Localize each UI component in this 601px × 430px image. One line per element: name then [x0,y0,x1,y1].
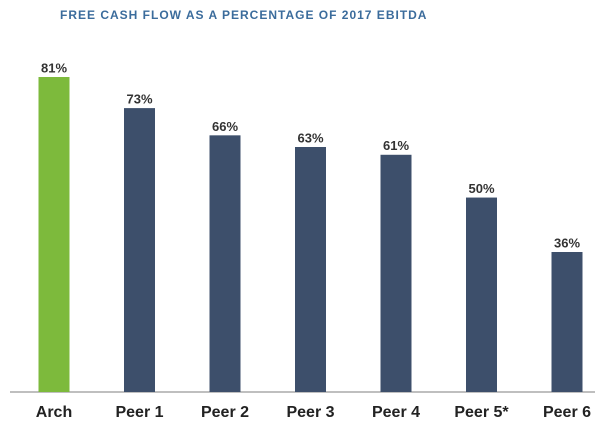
bar [551,252,583,392]
value-label: 73% [126,92,152,107]
x-tick-label: Arch [36,404,72,421]
bar [38,77,70,392]
x-tick-label: Peer 5* [454,404,509,421]
x-tick-label: Peer 1 [115,404,163,421]
bar [295,147,326,392]
value-label: 50% [468,181,494,196]
chart-title: FREE CASH FLOW AS A PERCENTAGE OF 2017 E… [60,8,427,22]
bar [124,108,155,392]
value-label: 36% [554,235,580,250]
x-tick-label: Peer 4 [372,404,420,421]
value-label: 61% [383,138,409,153]
value-label: 81% [41,60,67,75]
value-label: 63% [297,130,323,145]
value-label: 66% [212,119,238,134]
x-tick-label: Peer 3 [286,404,334,421]
bar [209,135,241,393]
x-tick-label: Peer 6 [543,404,591,421]
x-tick-label: Peer 2 [201,404,249,421]
bar [466,197,497,392]
bar [380,154,412,392]
